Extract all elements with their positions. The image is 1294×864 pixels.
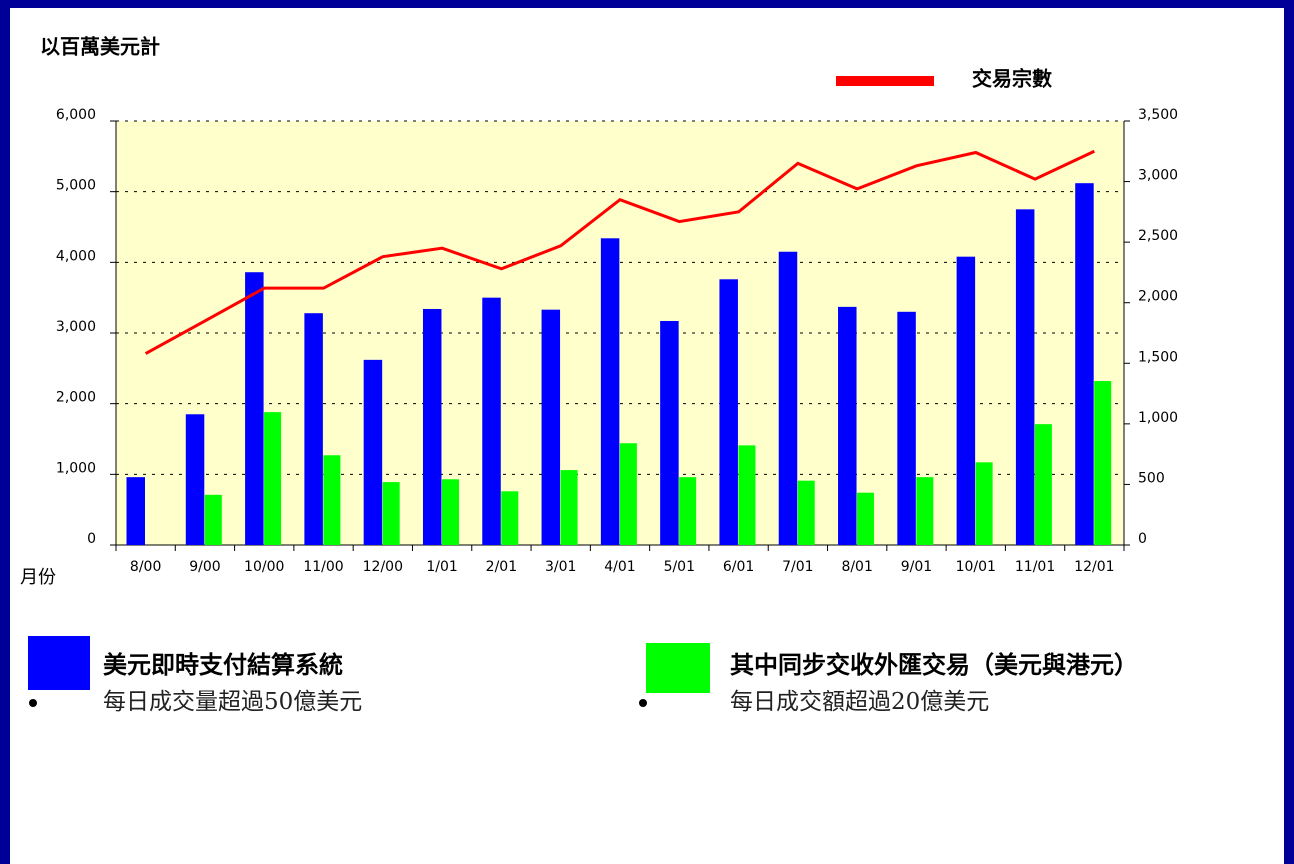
x-tick-label: 9/01 <box>901 559 932 575</box>
y-axis-title: 以百萬美元計 <box>40 35 160 59</box>
bar <box>956 256 976 545</box>
bar <box>797 480 815 545</box>
y-tick-label: 4,000 <box>56 248 96 264</box>
bar <box>600 238 620 545</box>
x-tick-label: 4/01 <box>604 559 635 575</box>
x-tick-label: 1/01 <box>426 559 457 575</box>
bar <box>719 279 738 545</box>
y-tick-label: 5,000 <box>56 178 96 194</box>
bar <box>264 412 282 545</box>
y2-tick-label: 0 <box>1138 531 1147 547</box>
x-tick-label: 8/00 <box>130 559 161 575</box>
bar <box>323 455 341 545</box>
x-tick-label: 12/00 <box>363 559 403 575</box>
bar <box>778 251 798 545</box>
bar <box>897 311 916 545</box>
bullet <box>29 699 37 707</box>
bar <box>304 313 323 545</box>
x-tick-label: 10/01 <box>956 559 996 575</box>
legend-label: 交易宗數 <box>972 67 1052 91</box>
legend-note: 每日成交量超過50億美元 <box>103 689 362 715</box>
legend-label: 美元即時支付結算系統 <box>103 651 343 679</box>
bullet <box>639 699 647 707</box>
y-tick-label: 0 <box>87 531 96 547</box>
bar <box>1015 209 1035 546</box>
legend-label: 其中同步交收外匯交易（美元與港元） <box>730 651 1138 679</box>
x-tick-label: 6/01 <box>723 559 754 575</box>
x-tick-label: 5/01 <box>664 559 695 575</box>
y-tick-label: 1,000 <box>56 460 96 476</box>
x-tick-label: 11/00 <box>303 559 343 575</box>
bar <box>501 491 519 545</box>
y-tick-label: 3,000 <box>56 319 96 335</box>
y2-tick-label: 1,500 <box>1138 349 1178 365</box>
bar <box>185 414 205 545</box>
y2-tick-label: 500 <box>1138 470 1165 486</box>
legend-swatch <box>28 636 90 690</box>
x-tick-label: 3/01 <box>545 559 576 575</box>
bar <box>541 309 561 545</box>
bar <box>126 477 145 545</box>
bar <box>560 470 578 545</box>
x-tick-label: 12/01 <box>1074 559 1114 575</box>
bar <box>619 443 637 545</box>
bar <box>679 477 697 545</box>
bar <box>204 494 222 545</box>
bar <box>1075 183 1094 546</box>
x-axis-title: 月份 <box>20 567 56 588</box>
bar <box>857 492 875 545</box>
y2-tick-label: 2,500 <box>1138 228 1178 244</box>
bar <box>422 308 442 545</box>
line <box>144 149 1095 355</box>
x-tick-label: 7/01 <box>782 559 813 575</box>
y-tick-label: 2,000 <box>56 390 96 406</box>
bar <box>382 482 400 545</box>
bar <box>838 306 857 545</box>
x-tick-label: 9/00 <box>189 559 220 575</box>
legend-note: 每日成交額超過20億美元 <box>730 689 989 715</box>
bar <box>1034 424 1052 545</box>
bar <box>482 297 501 545</box>
bar <box>916 477 934 545</box>
y2-tick-label: 1,000 <box>1138 410 1178 426</box>
x-tick-label: 8/01 <box>841 559 872 575</box>
y2-tick-label: 3,000 <box>1138 168 1178 184</box>
bar <box>441 479 459 545</box>
y2-tick-label: 2,000 <box>1138 289 1178 305</box>
y2-tick-label: 3,500 <box>1138 107 1178 123</box>
legend-swatch <box>646 643 710 693</box>
x-tick-label: 11/01 <box>1015 559 1055 575</box>
bar <box>1094 381 1112 545</box>
x-tick-label: 2/01 <box>486 559 517 575</box>
bar <box>660 320 679 545</box>
bar <box>245 272 264 545</box>
bar <box>975 462 993 545</box>
x-tick-label: 10/00 <box>244 559 284 575</box>
bar <box>738 445 756 545</box>
bar <box>363 359 383 545</box>
y-tick-label: 6,000 <box>56 107 96 123</box>
